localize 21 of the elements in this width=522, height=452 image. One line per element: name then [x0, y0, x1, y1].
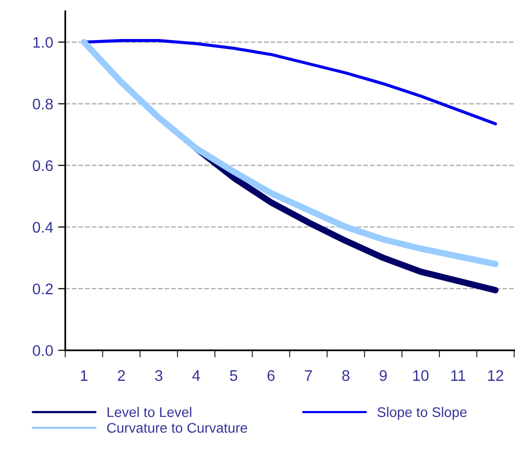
x-tick-label: 12 [488, 370, 504, 381]
y-tick-label: 0.0 [32, 345, 53, 356]
y-tick-label: 0.2 [32, 284, 53, 294]
x-tick-label: 10 [413, 370, 429, 381]
legend-label: Slope to Slope [378, 406, 467, 420]
legend-label: Level to Level [108, 406, 192, 418]
x-tick-label: 1 [80, 370, 88, 381]
y-tick-label: 0.4 [32, 222, 53, 233]
x-tick-label: 11 [451, 370, 466, 381]
x-tick-label: 2 [118, 370, 125, 381]
x-tick-label: 7 [304, 370, 312, 381]
x-tick-label: 4 [192, 370, 200, 381]
y-tick-label: 0.6 [32, 160, 53, 172]
x-tick-label: 6 [268, 370, 275, 381]
x-tick-label: 5 [230, 370, 238, 381]
legend-label: Curvature to Curvature [107, 422, 248, 433]
x-tick-label: 9 [380, 370, 387, 381]
x-tick-label: 3 [155, 370, 162, 381]
x-tick-label: 8 [342, 370, 350, 381]
y-tick-label: 0.8 [32, 98, 53, 110]
y-tick-label: 1.0 [33, 36, 53, 48]
